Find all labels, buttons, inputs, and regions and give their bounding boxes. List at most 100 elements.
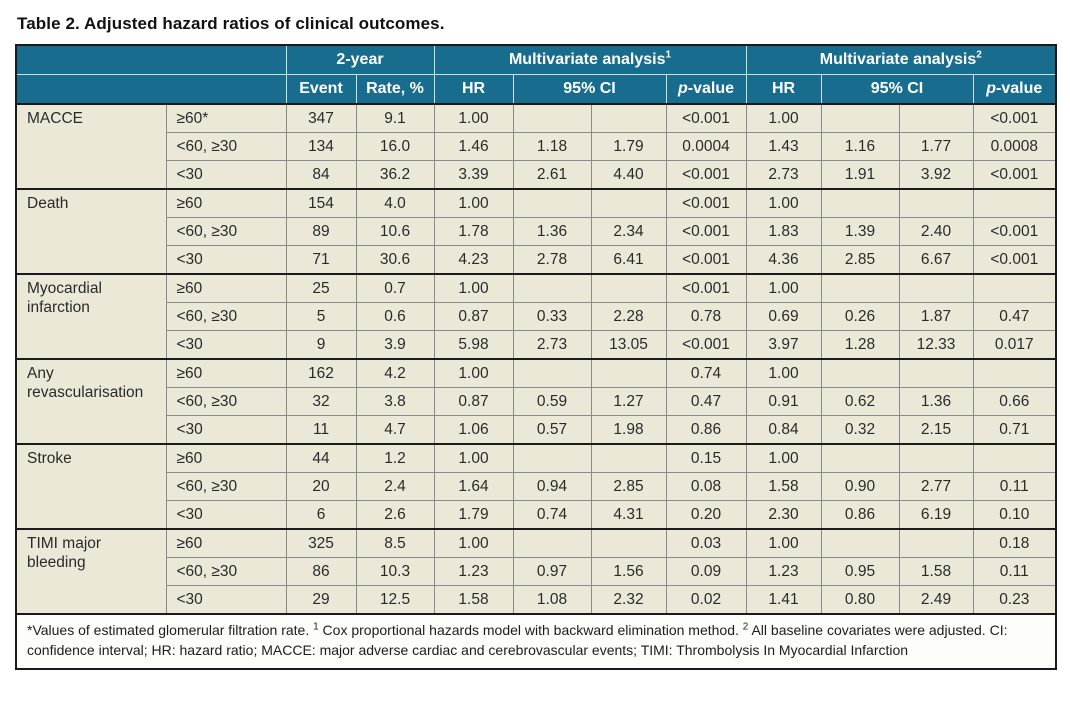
p2-cell: 0.71 [972,415,1057,445]
ci2-low-cell [820,188,900,218]
ci2-high-cell: 1.36 [898,387,974,416]
rate-cell: 10.6 [355,217,435,246]
table-row: <30 6 2.6 1.79 0.74 4.31 0.20 2.30 0.86 6.19 0.10 [16,500,1057,530]
hr2-cell: 0.84 [745,415,822,445]
header-event: Event [285,74,357,105]
hr2-cell: 1.83 [745,217,822,246]
ci2-low-cell: 1.39 [820,217,900,246]
event-cell: 162 [285,358,357,388]
table-footer: *Values of estimated glomerular filtrati… [16,612,1057,670]
egfr-cell: <60, ≥30 [165,472,287,501]
ci2-low-cell [820,103,900,133]
ci2-low-cell: 2.85 [820,245,900,275]
hr1-cell: 0.87 [433,302,514,331]
event-cell: 154 [285,188,357,218]
event-cell: 44 [285,443,357,473]
egfr-cell: ≥60 [165,188,287,218]
rate-cell: 1.2 [355,443,435,473]
hr1-cell: 1.23 [433,557,514,586]
hr2-cell: 1.41 [745,585,822,615]
ci2-low-cell: 0.95 [820,557,900,586]
p2-cell: 0.18 [972,528,1057,558]
table-row: <30 71 30.6 4.23 2.78 6.41 <0.001 4.36 2.85 6.67 <… [16,245,1057,275]
header-ci-1: 95% CI [512,74,667,105]
rate-cell: 0.6 [355,302,435,331]
egfr-cell: <30 [165,415,287,445]
p2-cell: 0.11 [972,472,1057,501]
event-cell: 32 [285,387,357,416]
ci2-low-cell [820,273,900,303]
header-rate: Rate, % [355,74,435,105]
table-row: <60, ≥30 89 10.6 1.78 1.36 2.34 <0.001 1.83 1.39… [16,217,1057,246]
ci2-high-cell [898,528,974,558]
ci1-high-cell [590,528,667,558]
egfr-cell: <30 [165,585,287,615]
hr2-cell: 1.00 [745,103,822,133]
ci2-high-cell: 6.19 [898,500,974,530]
ci2-high-cell [898,273,974,303]
hr2-cell: 1.43 [745,132,822,161]
event-cell: 84 [285,160,357,190]
header-corner-empty-2 [16,74,287,105]
table-row: <60, ≥30 32 3.8 0.87 0.59 1.27 0.47 0.91 0.62 1.3… [16,387,1057,416]
event-cell: 325 [285,528,357,558]
hr1-cell: 1.00 [433,188,514,218]
event-cell: 89 [285,217,357,246]
header-mv1-sup: 1 [665,49,672,61]
table-row: <30 11 4.7 1.06 0.57 1.98 0.86 0.84 0.32 2.15 0.71 [16,415,1057,445]
egfr-cell: ≥60* [165,103,287,133]
p1-cell: 0.02 [665,585,747,615]
ci2-low-cell [820,528,900,558]
ci2-high-cell: 2.40 [898,217,974,246]
ci1-high-cell: 2.85 [590,472,667,501]
ci1-low-cell: 1.18 [512,132,592,161]
p1-cell: 0.15 [665,443,747,473]
ci1-low-cell [512,188,592,218]
hr1-cell: 1.00 [433,528,514,558]
ci2-low-cell: 1.91 [820,160,900,190]
ci2-high-cell [898,188,974,218]
event-cell: 20 [285,472,357,501]
hr1-cell: 4.23 [433,245,514,275]
p1-cell: 0.47 [665,387,747,416]
ci2-low-cell: 0.86 [820,500,900,530]
event-cell: 11 [285,415,357,445]
hr1-cell: 1.06 [433,415,514,445]
hr1-cell: 1.79 [433,500,514,530]
ci2-high-cell [898,443,974,473]
egfr-cell: ≥60 [165,358,287,388]
ci1-low-cell: 0.59 [512,387,592,416]
ci2-high-cell: 2.15 [898,415,974,445]
p1-cell: <0.001 [665,245,747,275]
p1-cell: 0.78 [665,302,747,331]
outcome-cell: Death [15,188,167,275]
event-cell: 347 [285,103,357,133]
p1-cell: <0.001 [665,217,747,246]
ci1-low-cell: 2.61 [512,160,592,190]
p1-cell: <0.001 [665,273,747,303]
event-cell: 29 [285,585,357,615]
ci1-high-cell: 2.32 [590,585,667,615]
rate-cell: 4.7 [355,415,435,445]
ci1-low-cell: 0.74 [512,500,592,530]
header-2year: 2-year [285,44,435,75]
table-row: <30 29 12.5 1.58 1.08 2.32 0.02 1.41 0.80 2.49 0.2… [16,585,1057,615]
egfr-cell: <60, ≥30 [165,387,287,416]
hr2-cell: 1.00 [745,528,822,558]
header-mv2-sup: 2 [976,49,982,61]
header-p1-italic: p [677,80,688,97]
ci2-low-cell: 0.62 [820,387,900,416]
table-row: <60, ≥30 20 2.4 1.64 0.94 2.85 0.08 1.58 0.90 2.7… [16,472,1057,501]
rate-cell: 9.1 [355,103,435,133]
event-cell: 134 [285,132,357,161]
p2-cell: 0.0008 [972,132,1057,161]
p2-cell: 0.66 [972,387,1057,416]
ci1-low-cell [512,103,592,133]
ci2-low-cell: 0.90 [820,472,900,501]
ci1-high-cell: 4.40 [590,160,667,190]
outcome-cell: MACCE [15,103,167,190]
ci1-low-cell: 0.57 [512,415,592,445]
p2-cell: <0.001 [972,160,1057,190]
ci1-high-cell: 2.34 [590,217,667,246]
